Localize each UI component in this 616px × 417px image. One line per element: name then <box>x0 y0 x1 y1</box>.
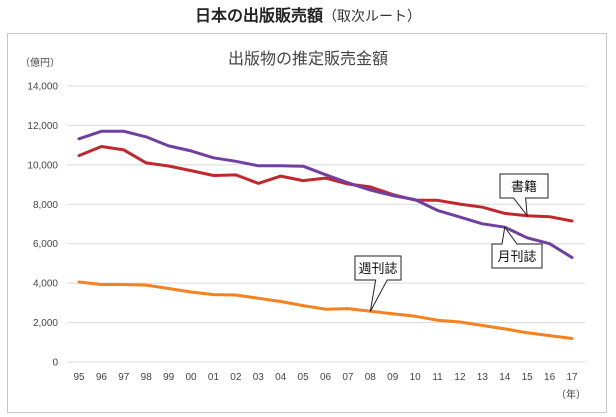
x-tick-label: 99 <box>163 372 175 383</box>
chart-frame <box>7 33 607 413</box>
x-tick-label: 97 <box>118 372 130 383</box>
x-tick-label: 13 <box>477 372 489 383</box>
x-tick-label: 14 <box>499 372 511 383</box>
x-tick-label: 05 <box>298 372 310 383</box>
x-tick-label: 01 <box>208 372 220 383</box>
callout-label: 週刊誌 <box>358 261 397 277</box>
x-tick-label: 04 <box>275 372 287 383</box>
y-tick-label: 6,000 <box>33 239 58 250</box>
callout-label: 月刊誌 <box>497 249 536 265</box>
series-line-monthly-magazines <box>77 129 574 259</box>
y-tick-label: 12,000 <box>27 121 58 132</box>
series-line-books <box>77 145 574 223</box>
callout-weekly-magazines: 週刊誌 <box>354 255 402 312</box>
x-tick-label: 08 <box>365 372 377 383</box>
x-tick-label: 07 <box>342 372 354 383</box>
y-tick-label: 10,000 <box>27 160 58 171</box>
callout-label: 書籍 <box>511 179 537 195</box>
x-tick-label: 96 <box>96 372 108 383</box>
x-tick-label: 06 <box>320 372 332 383</box>
x-tick-label: 11 <box>432 372 443 383</box>
callout-box <box>354 255 402 312</box>
x-axis-unit-label: （年） <box>556 388 586 401</box>
x-tick-label: 16 <box>544 372 556 383</box>
x-tick-label: 12 <box>454 372 466 383</box>
callout-box <box>491 225 543 269</box>
y-tick-label: 2,000 <box>33 318 58 329</box>
page-title: 日本の出版販売額（取次ルート） <box>0 2 616 26</box>
x-tick-label: 17 <box>566 372 578 383</box>
callout-books: 書籍 <box>499 173 549 218</box>
x-tick-label: 98 <box>141 372 153 383</box>
y-tick-label: 4,000 <box>33 279 58 290</box>
y-tick-label: 8,000 <box>33 200 58 211</box>
x-tick-label: 00 <box>185 372 197 383</box>
chart-title: 出版物の推定販売金額 <box>228 49 388 68</box>
x-tick-label: 10 <box>410 372 422 383</box>
x-tick-label: 03 <box>253 372 265 383</box>
page-title-main: 日本の出版販売額 <box>194 6 323 25</box>
x-tick-label: 02 <box>230 372 242 383</box>
x-tick-label: 95 <box>73 372 85 383</box>
page-title-sub: （取次ルート） <box>323 9 421 25</box>
y-axis-unit-label: （億円） <box>20 56 60 69</box>
y-tick-label: 14,000 <box>27 82 58 93</box>
x-tick-label: 15 <box>522 372 534 383</box>
x-tick-label: 09 <box>387 372 399 383</box>
callout-box <box>499 173 549 218</box>
y-tick-label: 0 <box>52 358 58 369</box>
callout-monthly-magazines: 月刊誌 <box>491 225 543 269</box>
series-line-weekly-magazines <box>77 280 574 340</box>
